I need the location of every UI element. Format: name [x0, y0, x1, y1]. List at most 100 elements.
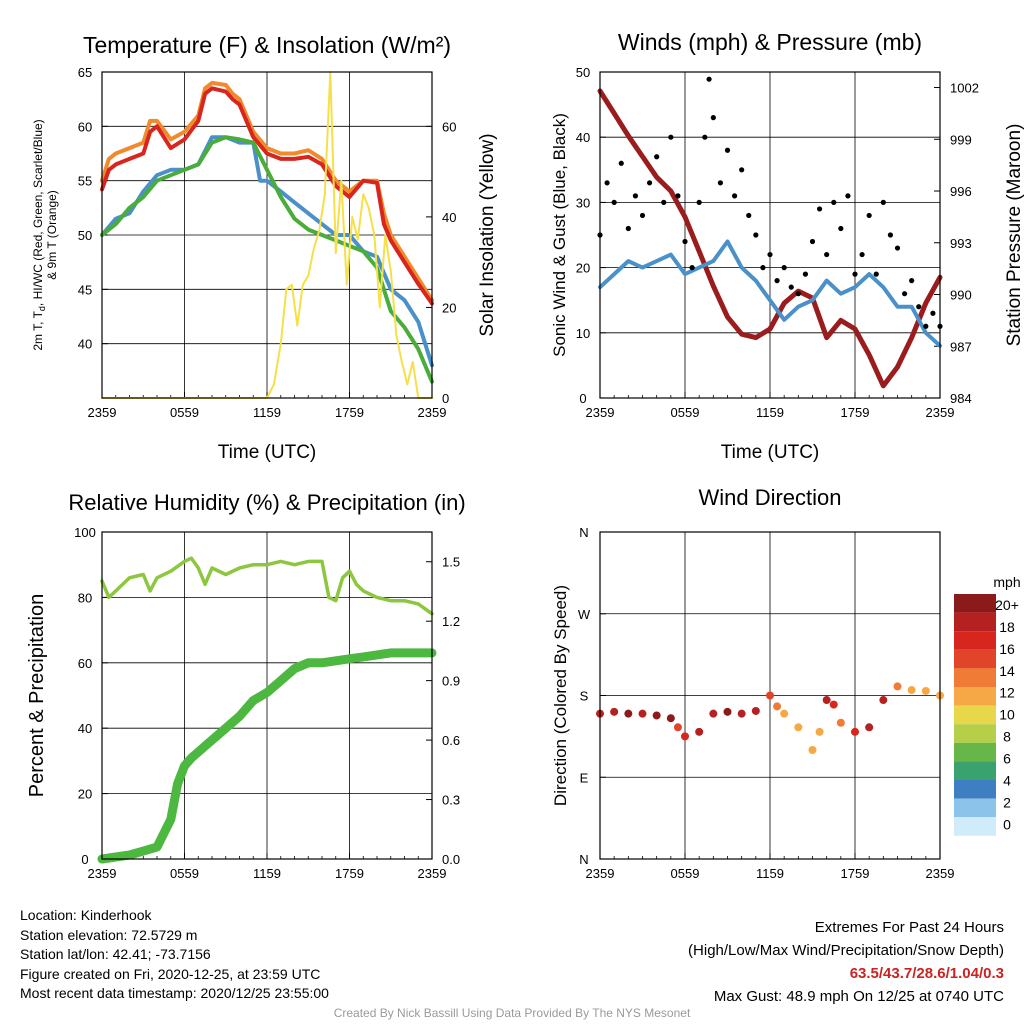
colorbar-swatch — [954, 594, 996, 613]
credit-text: Created By Nick Bassill Using Data Provi… — [333, 1006, 691, 1020]
x-tick-label: 1159 — [756, 405, 784, 420]
gust-point — [696, 199, 702, 205]
gust-point — [632, 193, 639, 199]
y2-tick-label: 993 — [950, 236, 972, 251]
gust-point — [702, 134, 708, 140]
colorbar-swatch — [954, 687, 996, 706]
x-tick-label: 1159 — [756, 866, 784, 881]
colorbar-label: 0 — [1003, 816, 1011, 832]
y2-tick-label: 0.6 — [442, 733, 460, 748]
y2-tick-label: 999 — [950, 132, 972, 147]
direction-point — [907, 686, 916, 695]
colorbar-swatch — [954, 780, 996, 799]
y-axis-label: Sonic Wind & Gust (Blue, Black) — [550, 113, 569, 357]
y2-axis-label: Station Pressure (Maroon) — [1004, 124, 1024, 347]
y-tick-label: 40 — [78, 721, 92, 736]
gust-point — [916, 304, 922, 310]
y-tick-label: 100 — [74, 525, 96, 540]
y-tick-label: 40 — [78, 337, 92, 352]
direction-point — [624, 709, 633, 718]
series-line-solar-insolation — [101, 71, 433, 399]
y2-tick-label: 0.9 — [442, 674, 460, 689]
gust-point — [724, 147, 731, 153]
gust-point — [781, 265, 787, 271]
gust-point — [717, 180, 724, 186]
direction-point — [673, 723, 682, 732]
y-axis-label: 2m T, Td, HI/WC (Red, Green, Scarlet/Blu… — [31, 119, 47, 350]
direction-point — [737, 709, 746, 718]
chart-title: Relative Humidity (%) & Precipitation (i… — [68, 490, 465, 515]
gust-point — [739, 167, 745, 173]
x-tick-label: 0559 — [671, 405, 700, 420]
max-gust-text: Max Gust: 48.9 mph On 12/25 at 0740 UTC — [713, 988, 1004, 1005]
direction-point — [780, 709, 789, 718]
direction-point — [808, 746, 817, 754]
gust-point — [930, 310, 936, 316]
y-tick-label: 50 — [576, 65, 590, 80]
gust-point — [909, 278, 915, 284]
colorbar-label: 18 — [999, 619, 1015, 635]
y2-tick-label: 1002 — [950, 81, 979, 96]
direction-point — [829, 700, 838, 709]
series-line-sonic-wind — [598, 239, 942, 348]
latlon-text: Station lat/lon: 42.41; -73.7156 — [20, 946, 211, 962]
y-axis-label-rest: , HI/WC (Red, Green, Scarlet/Blue) — [31, 119, 45, 306]
extremes-title: Extremes For Past 24 Hours — [814, 919, 1004, 936]
plot-frame — [101, 531, 433, 860]
direction-point — [638, 709, 647, 718]
x-tick-label: 1759 — [335, 405, 364, 420]
gust-point — [668, 134, 674, 140]
y-tick-label: 20 — [576, 261, 590, 276]
gust-point — [746, 212, 752, 219]
colorbar-label: 2 — [1003, 794, 1011, 810]
gust-point — [774, 278, 780, 284]
y-tick-label: 30 — [576, 195, 590, 210]
series-line-2m-t — [100, 86, 434, 306]
y-tick-label: S — [580, 689, 589, 704]
x-tick-label: 2359 — [926, 405, 955, 420]
y2-tick-label: 60 — [442, 119, 456, 134]
y-tick-label: 80 — [78, 590, 92, 605]
x-axis-label: Time (UTC) — [721, 442, 820, 463]
x-tick-label: 2359 — [586, 866, 615, 881]
station-info: Location: Kinderhook Station elevation: … — [20, 906, 329, 1004]
direction-point — [666, 714, 675, 723]
chart-title: Temperature (F) & Insolation (W/m²) — [83, 32, 451, 58]
colorbar-swatch — [954, 798, 996, 818]
x-tick-label: 1759 — [841, 405, 870, 420]
colorbar-label: 14 — [999, 663, 1015, 679]
elevation-text: Station elevation: 72.5729 m — [20, 926, 198, 943]
x-tick-label: 2359 — [926, 866, 955, 881]
gust-point — [625, 225, 631, 232]
gust-point — [824, 251, 830, 258]
chart-panel-0: Temperature (F) & Insolation (W/m²)2359 0… — [31, 32, 498, 463]
plot-frame — [599, 71, 941, 399]
x-tick-label: 2359 — [418, 866, 447, 881]
gust-point — [760, 265, 766, 271]
gust-point — [845, 193, 851, 199]
y2-tick-label: 20 — [442, 300, 456, 315]
x-tick-label: 0559 — [671, 866, 700, 881]
gust-point — [788, 284, 794, 290]
gust-point — [646, 180, 653, 186]
direction-point — [921, 686, 930, 695]
x-tick-label: 1159 — [253, 405, 281, 420]
direction-point — [723, 707, 732, 716]
x-tick-label: 2359 — [88, 866, 117, 881]
direction-point — [709, 709, 718, 718]
gust-point — [873, 271, 879, 277]
series-line-relative-humidity — [100, 556, 434, 616]
y-tick-label: 65 — [78, 65, 92, 80]
y-tick-label: 45 — [78, 282, 92, 297]
x-tick-label: 1759 — [841, 866, 870, 881]
series-line-9m-t — [100, 80, 434, 303]
recent-data-text: Most recent data timestamp: 2020/12/25 2… — [20, 985, 329, 1001]
created-text: Figure created on Fri, 2020-12-25, at 23… — [20, 965, 321, 982]
gust-point — [852, 271, 858, 277]
direction-point — [610, 707, 619, 716]
colorbar-swatch — [954, 761, 996, 780]
y2-tick-label: 40 — [442, 210, 456, 225]
gust-point — [767, 251, 773, 258]
gust-point — [894, 245, 901, 251]
location-text: Location: Kinderhook — [20, 907, 152, 923]
